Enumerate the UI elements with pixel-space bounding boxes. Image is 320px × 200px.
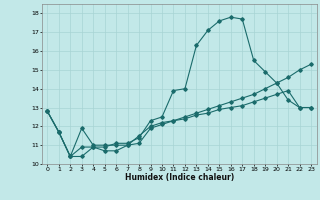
X-axis label: Humidex (Indice chaleur): Humidex (Indice chaleur) — [124, 173, 234, 182]
